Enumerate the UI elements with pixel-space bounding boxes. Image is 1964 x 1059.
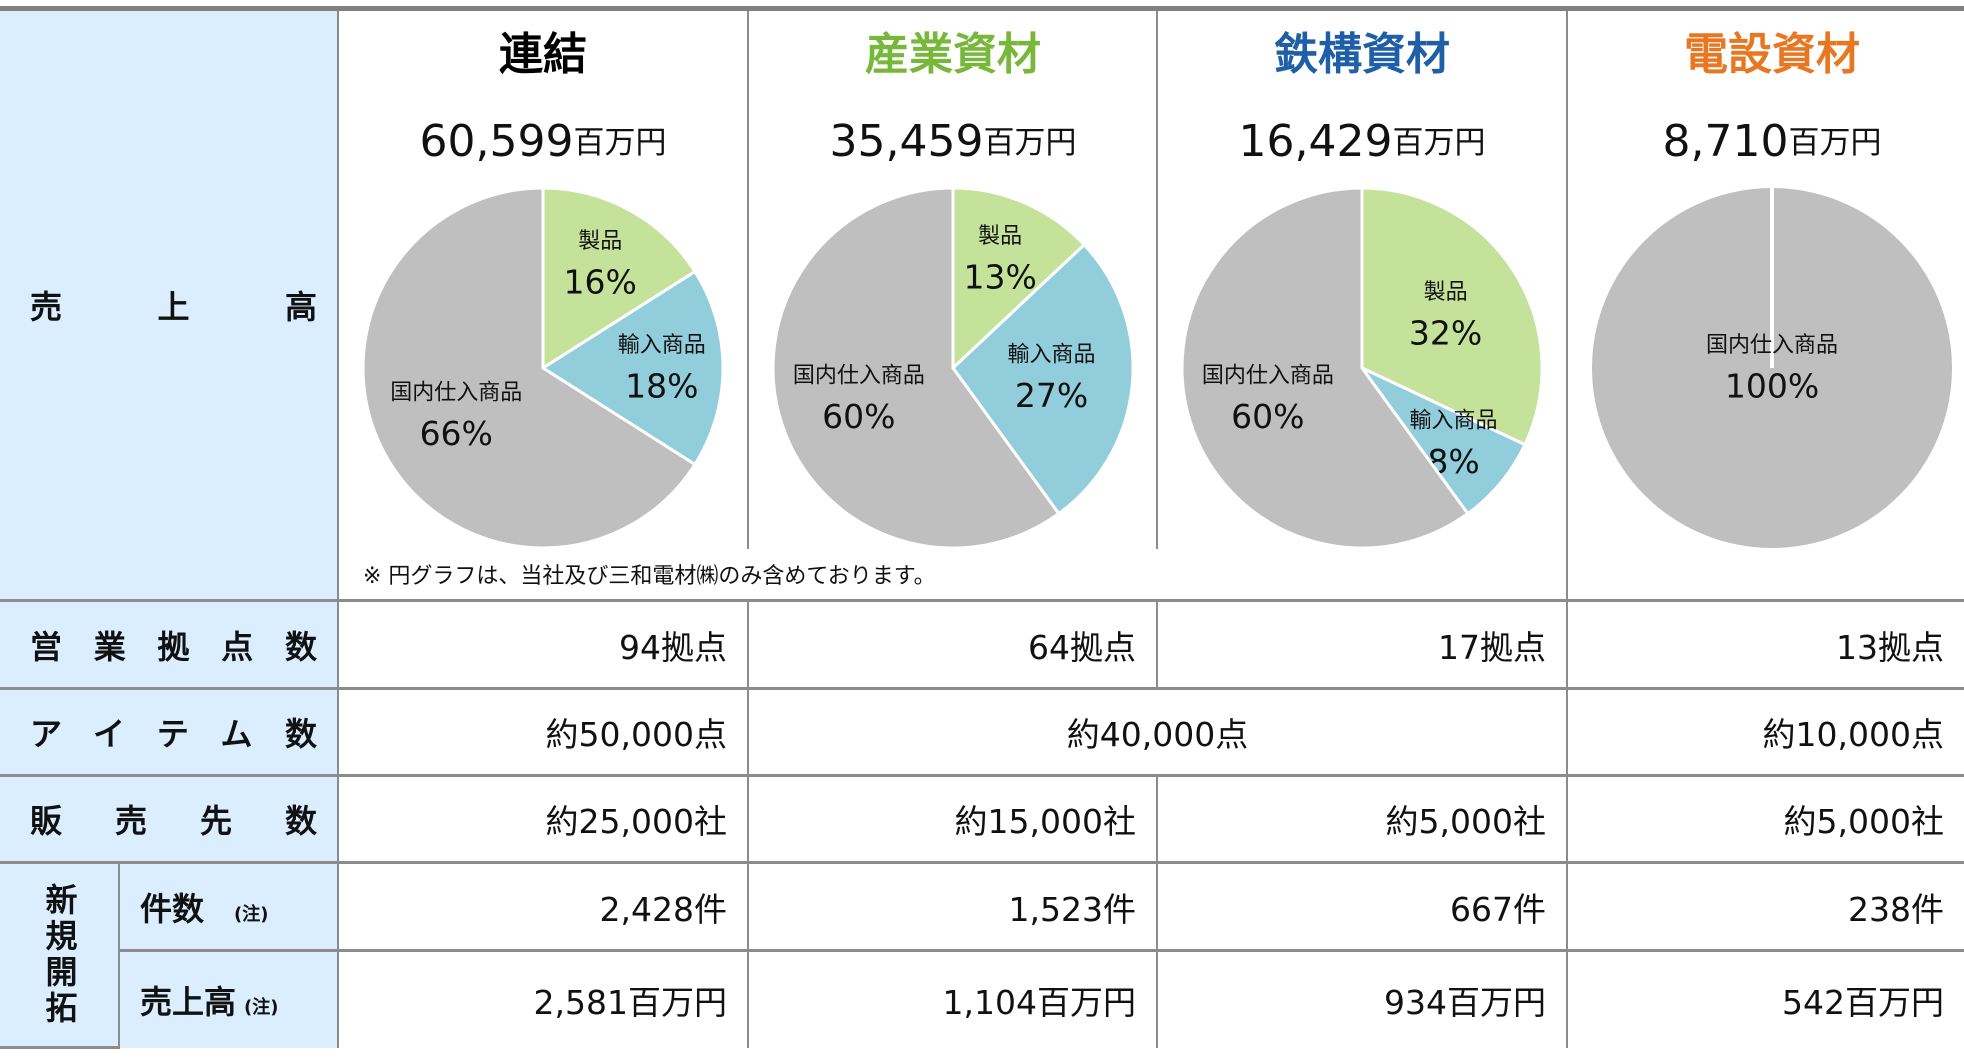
cell: 2,428件 [338, 862, 750, 952]
sales-value: 16,429 [1239, 116, 1393, 167]
column-title: 鉄構資材 [1274, 29, 1450, 80]
sales-unit: 百万円 [573, 125, 666, 161]
pie-slice [771, 186, 1061, 550]
cell: 2,581百万円 [338, 950, 750, 1048]
cell: 64拠点 [748, 600, 1159, 690]
slice-name: 国内仕入商品 [390, 381, 522, 406]
note-mark: (注) [244, 996, 279, 1018]
slice-name: 製品 [578, 229, 622, 254]
pie-panel: ※ 円グラフは、当社及び三和電材㈱のみ含めております。 連結60,599百万円製… [361, 11, 1952, 599]
slice-name: 国内仕入商品 [793, 364, 925, 389]
row-label: 売上高 [0, 8, 340, 602]
cell: 17拠点 [1157, 600, 1569, 690]
pie-slice [1360, 186, 1544, 447]
sales-total: 8,710百万円 [1663, 116, 1882, 167]
slice-percent: 66% [420, 414, 493, 453]
cell: 667件 [1157, 862, 1569, 952]
cell: 約40,000点 [748, 688, 1569, 777]
cell: 1,523件 [748, 862, 1159, 952]
row-label: 売上高 (注) [119, 950, 340, 1048]
slice-percent: 18% [625, 367, 698, 406]
cell: 94拠点 [338, 600, 750, 690]
column-title: 産業資材 [865, 29, 1041, 80]
note: ※ 円グラフは、当社及び三和電材㈱のみ含めております。 [363, 564, 936, 589]
row-label: 件数 (注) [119, 862, 340, 952]
pie-slice [361, 186, 698, 550]
slice-percent: 27% [1015, 376, 1088, 415]
slice-percent: 32% [1409, 313, 1482, 352]
slice-name: 輸入商品 [618, 333, 706, 358]
pie-slice [1360, 366, 1527, 516]
row-label: 販売先数 [0, 775, 340, 864]
cell: 約15,000社 [748, 775, 1159, 864]
slice-percent: 16% [564, 262, 637, 301]
sales-value: 8,710 [1663, 116, 1789, 167]
sales-value: 60,599 [420, 116, 574, 167]
pie-slice [540, 269, 725, 467]
pie-slice [951, 186, 1087, 372]
sales-unit: 百万円 [983, 125, 1076, 161]
column-title: 連結 [499, 29, 587, 80]
cell: 238件 [1567, 862, 1964, 952]
slice-name: 製品 [1424, 280, 1468, 305]
slice-name: 輸入商品 [1410, 409, 1498, 434]
cell: 934百万円 [1157, 950, 1569, 1048]
pie-slice [951, 242, 1135, 516]
note-mark: (注) [234, 903, 269, 925]
sales-value: 35,459 [830, 116, 984, 167]
cell: 約25,000社 [338, 775, 750, 864]
column-title: 電設資材 [1684, 29, 1860, 80]
pie-slice [541, 186, 698, 371]
slice-percent: 100% [1725, 367, 1819, 406]
row-label: 新規開拓 [0, 862, 120, 1049]
cell: 約5,000社 [1567, 775, 1964, 864]
sales-total: 16,429百万円 [1239, 116, 1486, 167]
slice-name: 輸入商品 [1008, 342, 1096, 367]
cell: 約50,000点 [338, 688, 750, 777]
cell: 13拠点 [1567, 600, 1964, 690]
slice-percent: 60% [1231, 397, 1304, 436]
sales-total: 60,599百万円 [420, 116, 667, 167]
label: 件数 [140, 889, 205, 928]
cell: 542百万円 [1782, 982, 1945, 1022]
slice-name: 製品 [978, 224, 1022, 249]
pie-slice [1180, 186, 1470, 550]
cell: 約10,000点 [1567, 688, 1964, 777]
sales-total: 35,459百万円 [830, 116, 1077, 167]
slice-percent: 13% [964, 257, 1037, 296]
cell: 約5,000社 [1157, 775, 1569, 864]
cell: 1,104百万円 [748, 950, 1159, 1048]
row-label: 営業拠点数 [0, 600, 340, 690]
sales-unit: 百万円 [1392, 125, 1485, 161]
label: 売上高 [140, 982, 237, 1021]
row-label: アイテム数 [0, 688, 340, 777]
sales-unit: 百万円 [1788, 125, 1881, 161]
slice-name: 国内仕入商品 [1706, 333, 1838, 358]
slice-name: 国内仕入商品 [1202, 364, 1334, 389]
slice-percent: 60% [822, 397, 895, 436]
